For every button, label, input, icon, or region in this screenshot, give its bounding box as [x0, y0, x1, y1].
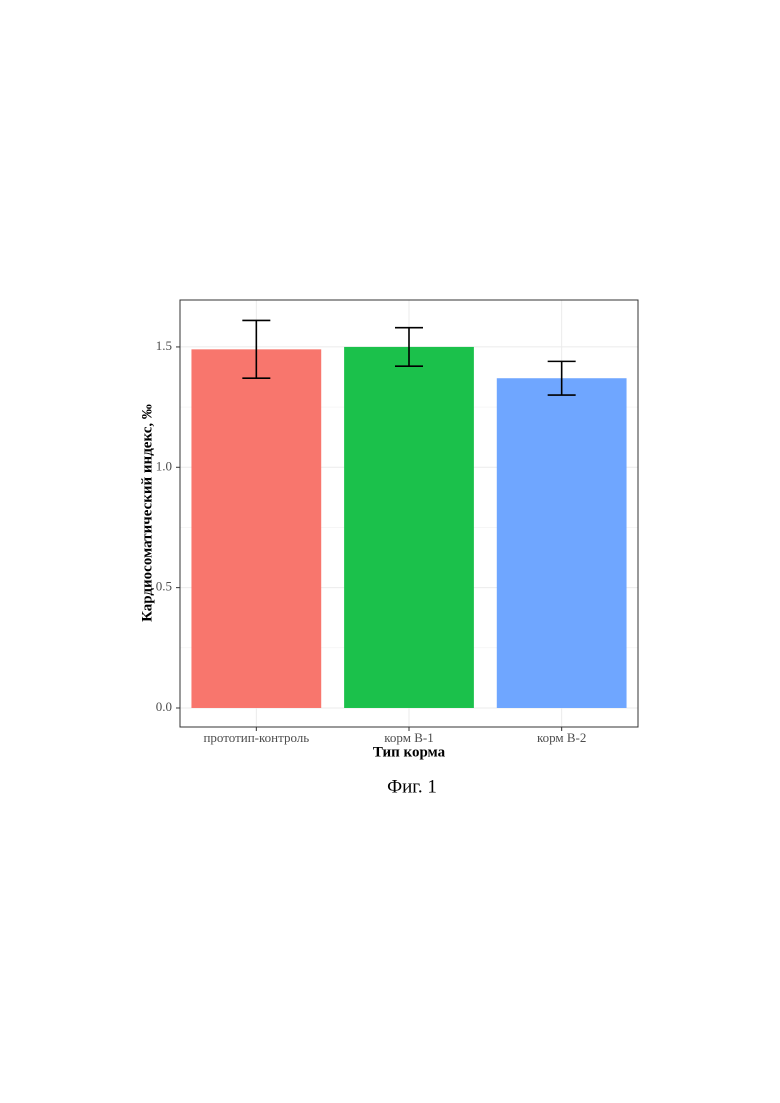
caption: Фиг. 1	[387, 776, 437, 797]
bar	[497, 378, 627, 708]
bar	[344, 347, 474, 708]
y-tick-label: 1.5	[156, 338, 172, 353]
x-axis-label: Тип корма	[373, 744, 446, 760]
y-tick-label: 0.5	[156, 579, 172, 594]
x-tick-label: прототип-контроль	[203, 730, 309, 745]
y-axis-label: Кардиосоматический индекс, ‰	[139, 404, 155, 622]
bar	[191, 349, 321, 708]
x-tick-label: корм В-1	[384, 730, 433, 745]
page: Фиг. 1 Тип корма Кардиосоматический инде…	[0, 0, 780, 1103]
x-tick-label: корм В-2	[537, 730, 586, 745]
y-tick-label: 1.0	[156, 458, 172, 473]
y-tick-label: 0.0	[156, 699, 172, 714]
